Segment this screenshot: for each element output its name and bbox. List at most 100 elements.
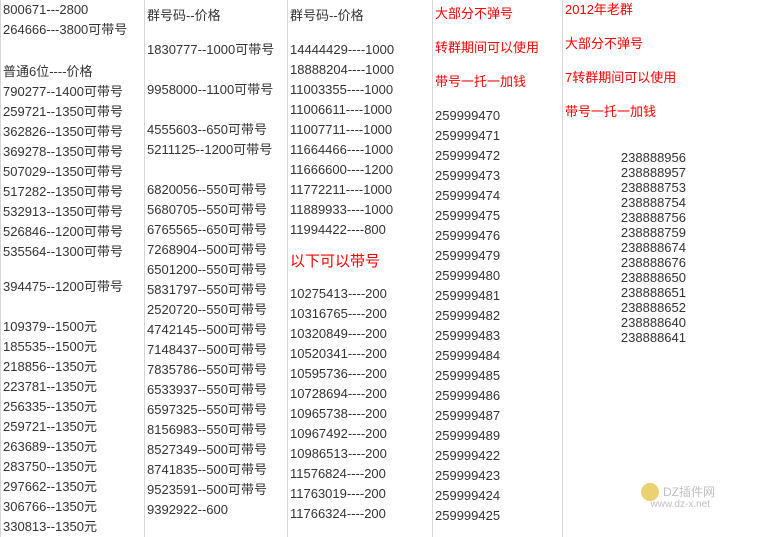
item: 238888759	[565, 225, 686, 240]
col3-red-header: 以下可以带号	[290, 252, 430, 272]
item: 14444429----1000	[290, 40, 430, 60]
item: 11889933----1000	[290, 200, 430, 220]
item: 11003355----1000	[290, 80, 430, 100]
item: 7148437--500可带号	[147, 340, 285, 360]
item: 238888756	[565, 210, 686, 225]
item: 8156983--550可带号	[147, 420, 285, 440]
item: 6501200--550可带号	[147, 260, 285, 280]
item: 259999472	[435, 146, 560, 166]
item: 259999489	[435, 426, 560, 446]
item: 259999422	[435, 446, 560, 466]
item: 238888652	[565, 300, 686, 315]
col-2: 群号码--价格 1830777--1000可带号 9958000--1100可带…	[145, 0, 288, 537]
item: 18888204----1000	[290, 60, 430, 80]
item: 517282--1350可带号	[3, 182, 142, 202]
item: 10520341----200	[290, 344, 430, 364]
item: 11007711----1000	[290, 120, 430, 140]
item: 259999483	[435, 326, 560, 346]
item: 535564--1300可带号	[3, 242, 142, 262]
price-table: 800671---2800 264666---3800可带号 普通6位----价…	[0, 0, 770, 537]
item: 259999479	[435, 246, 560, 266]
item: 369278--1350可带号	[3, 142, 142, 162]
item: 259999425	[435, 506, 560, 526]
item: 259721--1350元	[3, 417, 142, 437]
item: 362826--1350可带号	[3, 122, 142, 142]
item: 259999487	[435, 406, 560, 426]
item: 238888641	[565, 330, 686, 345]
item: 259999481	[435, 286, 560, 306]
item: 5680705--550可带号	[147, 200, 285, 220]
item: 5211125--1200可带号	[147, 140, 285, 160]
item: 238888754	[565, 195, 686, 210]
item: 259999471	[435, 126, 560, 146]
item: 10320849----200	[290, 324, 430, 344]
item: 259999482	[435, 306, 560, 326]
item: 109379--1500元	[3, 317, 142, 337]
item: 11763019----200	[290, 484, 430, 504]
item: 10965738----200	[290, 404, 430, 424]
note: 7转群期间可以使用	[565, 68, 686, 88]
item: 5831797--550可带号	[147, 280, 285, 300]
item: 10967492----200	[290, 424, 430, 444]
note: 带号一托一加钱	[435, 72, 560, 92]
item: 259999480	[435, 266, 560, 286]
item: 10986513----200	[290, 444, 430, 464]
item: 6765565--650可带号	[147, 220, 285, 240]
item: 185535--1500元	[3, 337, 142, 357]
item: 7835786--550可带号	[147, 360, 285, 380]
item: 238888676	[565, 255, 686, 270]
col-4: 大部分不弹号 转群期间可以使用 带号一托一加钱 259999470 259999…	[433, 0, 563, 537]
note: 大部分不弹号	[435, 4, 560, 24]
col-1: 800671---2800 264666---3800可带号 普通6位----价…	[1, 0, 145, 537]
item: 1830777--1000可带号	[147, 40, 285, 60]
item: 259999424	[435, 486, 560, 506]
item: 10728694----200	[290, 384, 430, 404]
item: 6597325--550可带号	[147, 400, 285, 420]
item: 11994422----800	[290, 220, 430, 240]
item: 4555603--650可带号	[147, 120, 285, 140]
item: 6820056--550可带号	[147, 180, 285, 200]
note: 大部分不弹号	[565, 34, 686, 54]
item: 394475--1200可带号	[3, 277, 142, 297]
item: 4742145--500可带号	[147, 320, 285, 340]
item: 11666600----1200	[290, 160, 430, 180]
item: 238888674	[565, 240, 686, 255]
item: 259999474	[435, 186, 560, 206]
item: 283750--1350元	[3, 457, 142, 477]
item: 259999476	[435, 226, 560, 246]
item: 238888640	[565, 315, 686, 330]
item: 2520720--550可带号	[147, 300, 285, 320]
item: 259721--1350可带号	[3, 102, 142, 122]
col-5: 2012年老群 大部分不弹号 7转群期间可以使用 带号一托一加钱 2388889…	[563, 0, 688, 537]
item: 259999486	[435, 386, 560, 406]
item: 6533937--550可带号	[147, 380, 285, 400]
item: 263689--1350元	[3, 437, 142, 457]
item: 330813--1350元	[3, 517, 142, 537]
item: 790277--1400可带号	[3, 82, 142, 102]
item: 238888650	[565, 270, 686, 285]
item: 238888956	[565, 150, 686, 165]
item: 10275413----200	[290, 284, 430, 304]
item: 9392922--600	[147, 500, 285, 520]
item: 259999485	[435, 366, 560, 386]
item: 306766--1350元	[3, 497, 142, 517]
item: 259999473	[435, 166, 560, 186]
col-3: 群号码--价格 14444429----1000 18888204----100…	[288, 0, 433, 537]
item: 507029--1350可带号	[3, 162, 142, 182]
item: 10595736----200	[290, 364, 430, 384]
item: 238888753	[565, 180, 686, 195]
item: 800671---2800	[3, 0, 142, 20]
item: 11576824----200	[290, 464, 430, 484]
item: 9958000--1100可带号	[147, 80, 285, 100]
item: 259999470	[435, 106, 560, 126]
item: 9523591--500可带号	[147, 480, 285, 500]
item: 218856--1350元	[3, 357, 142, 377]
item: 297662--1350元	[3, 477, 142, 497]
watermark-url: www.dz-x.net	[651, 495, 710, 515]
item: 7268904--500可带号	[147, 240, 285, 260]
col2-header: 群号码--价格	[147, 6, 285, 26]
item: 259999423	[435, 466, 560, 486]
item: 259999475	[435, 206, 560, 226]
item: 11772211----1000	[290, 180, 430, 200]
item: 259999484	[435, 346, 560, 366]
